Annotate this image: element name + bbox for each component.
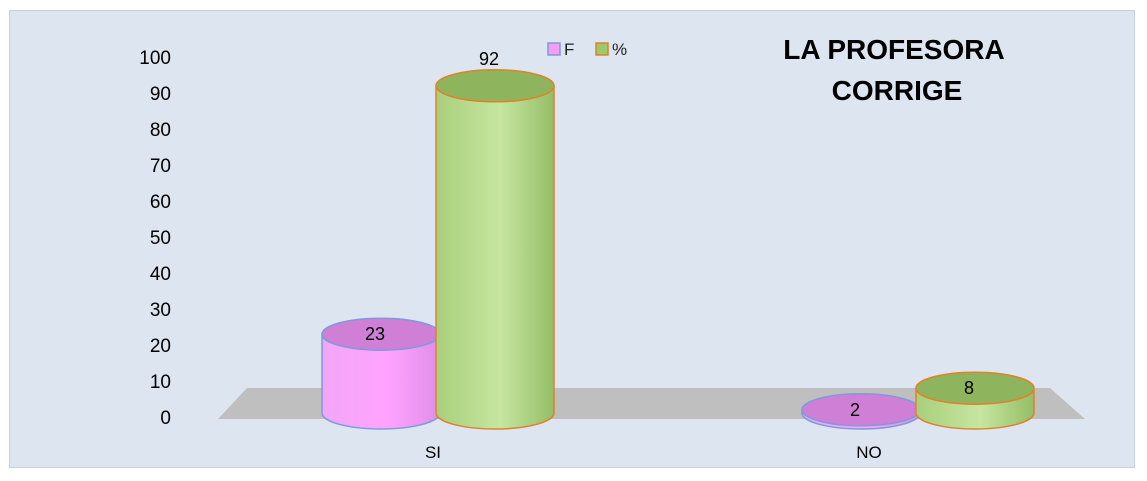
- y-tick-label: 20: [150, 336, 171, 357]
- bar-pct-si: [435, 69, 555, 430]
- y-tick-label: 100: [139, 48, 171, 69]
- data-label: 8: [964, 378, 974, 398]
- data-label: 2: [850, 400, 860, 420]
- chart-title-line-2: CORRIGE: [832, 75, 963, 106]
- legend-label-f: F: [564, 40, 574, 59]
- bar-top: [435, 69, 555, 103]
- legend: F %: [547, 40, 627, 59]
- y-tick-label: 50: [150, 228, 171, 249]
- y-tick-label: 0: [160, 408, 171, 429]
- bar-f-no: [801, 393, 921, 430]
- category-label-si: SI: [425, 443, 441, 462]
- legend-swatch-pct: [595, 42, 609, 56]
- y-tick-label: 10: [150, 372, 171, 393]
- bar-f-si: [321, 317, 441, 430]
- y-axis: 0 10 20 30 40 50 60 70 80 90 100: [139, 48, 171, 429]
- y-tick-label: 30: [150, 300, 171, 321]
- bars: [321, 69, 1035, 430]
- bar-body: [435, 85, 555, 430]
- data-labels: 23 92 2 8: [365, 49, 974, 420]
- y-tick-label: 90: [150, 84, 171, 105]
- data-label: 92: [479, 49, 499, 69]
- y-tick-label: 80: [150, 120, 171, 141]
- category-label-no: NO: [856, 443, 882, 462]
- legend-swatch-f: [547, 42, 561, 56]
- data-label: 23: [365, 324, 385, 344]
- legend-label-pct: %: [612, 40, 627, 59]
- y-tick-label: 60: [150, 192, 171, 213]
- chart-title-line-1: LA PROFESORA: [783, 34, 1004, 65]
- y-tick-label: 70: [150, 156, 171, 177]
- y-tick-label: 40: [150, 264, 171, 285]
- bar-top: [915, 371, 1035, 405]
- bar-top: [801, 393, 921, 427]
- bar-pct-no: [915, 371, 1035, 430]
